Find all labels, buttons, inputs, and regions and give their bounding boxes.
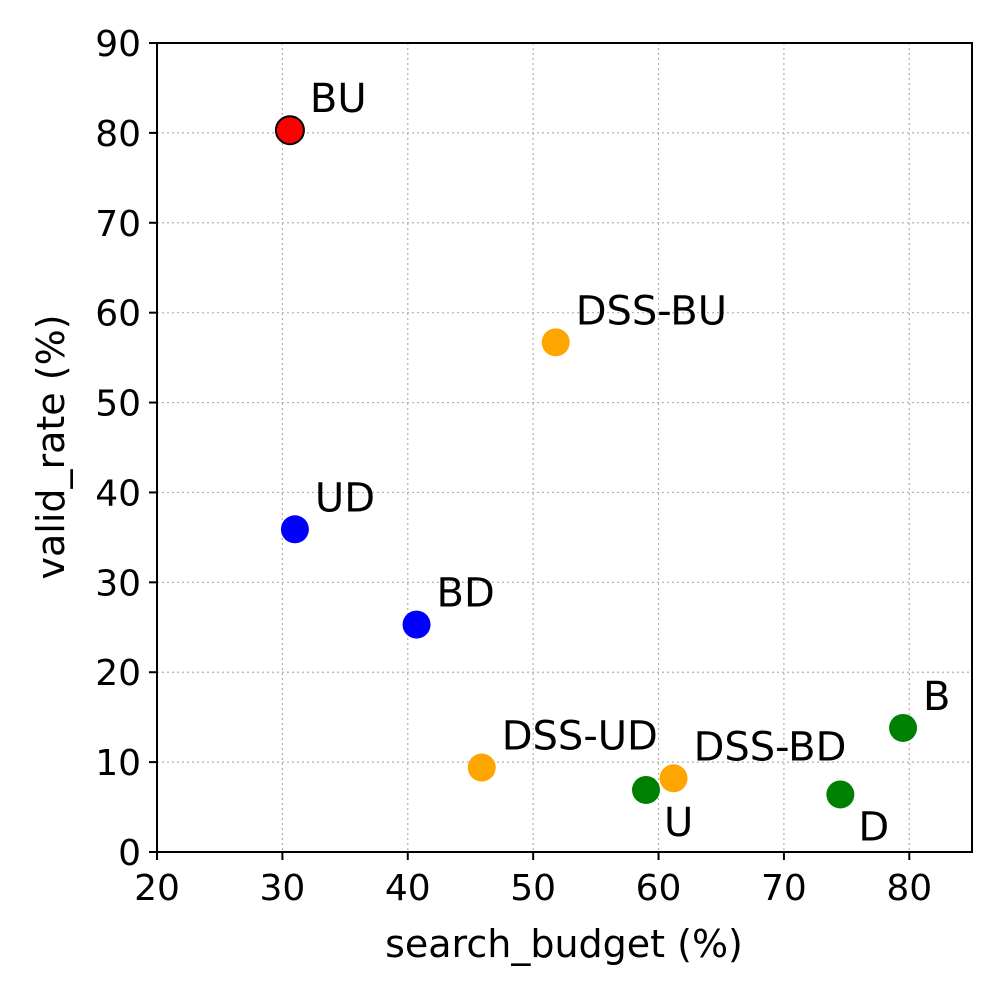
point-label-dss-bu: DSS-BU <box>576 288 727 334</box>
point-bd <box>402 610 431 639</box>
plot-frame <box>156 42 973 853</box>
point-d <box>826 780 855 809</box>
point-label-b: B <box>923 674 950 720</box>
y-tick-label: 90 <box>95 24 141 65</box>
point-label-bu: BU <box>310 76 367 122</box>
point-label-dss-bd: DSS-BD <box>694 724 847 770</box>
point-u <box>632 775 660 804</box>
y-tick-label: 80 <box>95 114 141 155</box>
x-tick-label: 70 <box>761 868 807 909</box>
point-dss-ud <box>467 753 496 782</box>
point-ud <box>280 515 309 544</box>
y-tick-label: 40 <box>95 473 141 514</box>
point-bu <box>274 115 305 146</box>
x-tick-label: 50 <box>510 868 556 909</box>
y-tick-label: 70 <box>95 204 141 245</box>
x-tick-label: 80 <box>886 868 932 909</box>
x-axis-title: search_budget (%) <box>385 922 743 966</box>
data-points <box>274 115 918 809</box>
y-axis-ticks: 0 10 20 30 40 50 60 70 80 90 <box>95 24 157 874</box>
y-tick-label: 10 <box>95 743 141 784</box>
x-tick-label: 60 <box>636 868 682 909</box>
point-label-d: D <box>858 804 889 850</box>
y-axis-title: valid_rate (%) <box>29 314 73 579</box>
x-tick-label: 30 <box>259 868 305 909</box>
y-tick-label: 20 <box>95 653 141 694</box>
point-dss-bu <box>541 328 570 357</box>
y-tick-label: 60 <box>95 294 141 335</box>
x-tick-label: 20 <box>134 868 180 909</box>
x-tick-label: 40 <box>385 868 431 909</box>
y-tick-label: 30 <box>95 563 141 604</box>
point-b <box>889 713 918 742</box>
point-label-ud: UD <box>315 475 375 521</box>
point-label-bd: BD <box>437 571 495 617</box>
x-axis-ticks: 20 30 40 50 60 70 80 <box>134 852 932 909</box>
y-tick-label: 0 <box>118 833 141 874</box>
y-tick-label: 50 <box>95 384 141 425</box>
point-dss-bd <box>659 764 688 793</box>
point-label-dss-ud: DSS-UD <box>502 714 658 760</box>
point-label-u: U <box>664 800 693 846</box>
